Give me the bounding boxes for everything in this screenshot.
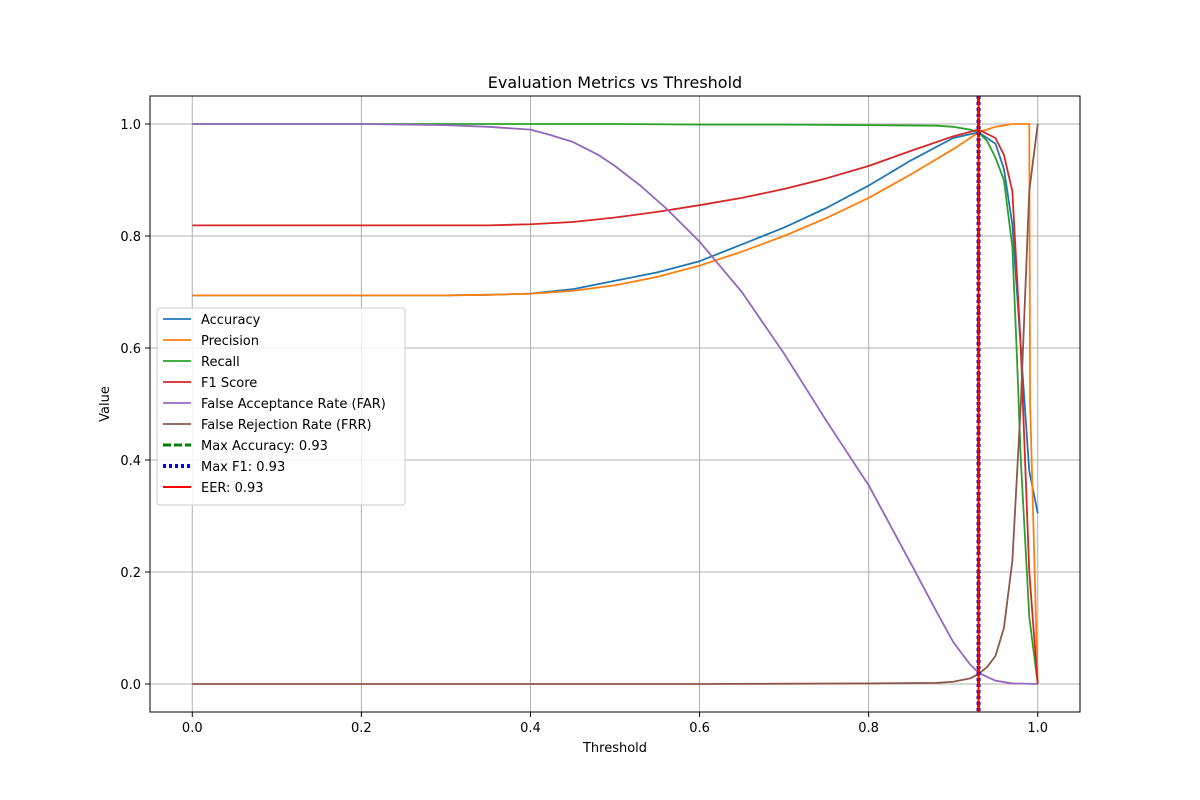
legend-entry-2: Recall xyxy=(201,355,240,370)
y-tick-label: 0.8 xyxy=(120,230,141,245)
legend-entry-1: Precision xyxy=(201,334,259,349)
x-tick-label: 1.0 xyxy=(1027,721,1048,736)
series-line-4 xyxy=(192,123,1038,685)
y-tick-label: 1.0 xyxy=(120,118,141,133)
series-line-3 xyxy=(192,128,1039,685)
legend-entry-7: Max F1: 0.93 xyxy=(201,460,285,475)
plot-area xyxy=(192,96,1039,712)
legend: Accuracy Precision Recall F1 Score False Acc… xyxy=(156,307,406,506)
x-tick-label: 0.4 xyxy=(520,721,541,736)
legend-entry-4: False Acceptance Rate (FAR) xyxy=(201,397,386,412)
y-tick-label: 0.2 xyxy=(120,566,141,581)
legend-box xyxy=(156,307,406,506)
x-tick-label: 0.6 xyxy=(689,721,710,736)
y-axis: 0.0 0.2 0.4 0.6 0.8 1.0 xyxy=(120,118,150,693)
chart-title: Evaluation Metrics vs Threshold xyxy=(488,73,742,92)
y-tick-label: 0.4 xyxy=(120,454,141,469)
series-line-2 xyxy=(192,123,1039,685)
x-tick-label: 0.8 xyxy=(858,721,879,736)
plot-frame xyxy=(149,95,1081,713)
legend-entry-0: Accuracy xyxy=(201,313,261,328)
x-axis: 0.0 0.2 0.4 0.6 0.8 1.0 xyxy=(182,712,1048,736)
y-tick-label: 0.6 xyxy=(120,342,141,357)
x-tick-label: 0.0 xyxy=(182,721,203,736)
legend-entry-5: False Rejection Rate (FRR) xyxy=(201,418,372,433)
legend-entry-8: EER: 0.93 xyxy=(201,481,264,496)
y-tick-label: 0.0 xyxy=(120,678,141,693)
series-line-1 xyxy=(192,123,1039,685)
y-axis-label: Value xyxy=(98,386,113,422)
legend-entry-6: Max Accuracy: 0.93 xyxy=(201,439,328,454)
legend-entry-3: F1 Score xyxy=(201,376,257,391)
x-axis-label: Threshold xyxy=(582,741,647,756)
x-tick-label: 0.2 xyxy=(351,721,372,736)
